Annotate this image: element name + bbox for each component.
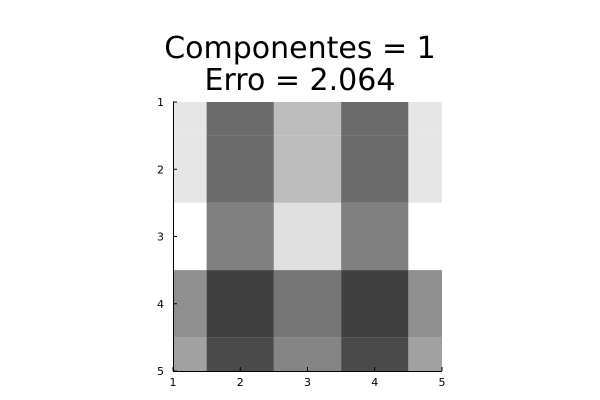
y-tick-label: 2 [157,163,164,176]
heatmap-cell-r4-c3 [273,270,342,338]
heatmap-cell-r2-c2 [206,135,274,203]
heatmap-cell-r4-c1 [173,270,207,338]
heatmap-cell-r2-c5 [408,135,442,203]
heatmap-cell-r1-c5 [408,102,442,136]
x-tick-label: 2 [237,376,244,389]
heatmap-cell-r3-c5 [408,202,442,271]
heatmap-cell-r5-c5 [408,337,442,371]
heatmap-cell-r4-c2 [206,270,274,338]
heatmap-cell-r1-c3 [273,102,342,136]
chart-title-line-1: Componentes = 1 [164,31,436,66]
y-tick-label: 1 [157,96,164,109]
x-tick-label: 4 [371,376,378,389]
heatmap-cell-r3-c3 [273,202,342,271]
y-tick-label: 4 [157,298,164,311]
heatmap-cell-r3-c2 [206,202,274,271]
y-tick-label: 5 [157,365,164,378]
heatmap-cell-r2-c1 [173,135,207,203]
y-tick-label: 3 [157,231,164,244]
heatmap-cell-r2-c4 [341,135,409,203]
heatmap-cell-r3-c1 [173,202,207,271]
x-tick-label: 5 [439,376,446,389]
heatmap-cell-r2-c3 [273,135,342,203]
heatmap-cell-r1-c4 [341,102,409,136]
heatmap-cell-r5-c2 [206,337,274,371]
heatmap-cell-r5-c1 [173,337,207,371]
heatmap-cell-r5-c3 [273,337,342,371]
heatmap-cell-r4-c4 [341,270,409,338]
heatmap-cell-r1-c1 [173,102,207,136]
heatmap-cell-r4-c5 [408,270,442,338]
x-tick-label: 1 [170,376,177,389]
heatmap-cell-r1-c2 [206,102,274,136]
x-tick-label: 3 [304,376,311,389]
heatmap-cell-r3-c4 [341,202,409,271]
heatmap-cell-r5-c4 [341,337,409,371]
chart-title-line-2: Erro = 2.064 [204,63,396,98]
